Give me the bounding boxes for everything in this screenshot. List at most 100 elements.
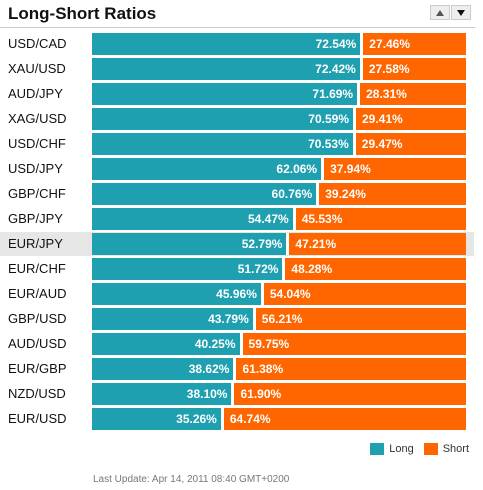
long-segment: 40.25%	[92, 333, 243, 355]
ratio-row[interactable]: EUR/USD 35.26% 64.74%	[0, 407, 474, 431]
legend-label-long: Long	[389, 443, 414, 455]
short-percent: 29.47%	[361, 137, 403, 151]
ratio-bar: 52.79% 47.21%	[92, 233, 466, 255]
short-percent: 47.21%	[295, 237, 337, 251]
long-percent: 71.69%	[312, 87, 354, 101]
long-percent: 60.76%	[271, 187, 313, 201]
short-percent: 56.21%	[261, 312, 303, 326]
long-segment: 51.72%	[92, 258, 286, 280]
ratio-row[interactable]: EUR/JPY 52.79% 47.21%	[0, 232, 474, 256]
short-percent: 61.90%	[240, 387, 282, 401]
short-segment: 64.74%	[223, 408, 466, 430]
long-segment: 45.96%	[92, 283, 264, 305]
ratio-bar: 62.06% 37.94%	[92, 158, 466, 180]
short-percent: 27.58%	[368, 62, 410, 76]
currency-pair-label: EUR/CHF	[8, 261, 66, 276]
short-percent: 29.41%	[362, 112, 403, 126]
short-segment: 39.24%	[319, 183, 466, 205]
long-segment: 38.62%	[92, 358, 237, 380]
currency-pair-label: GBP/JPY	[8, 211, 63, 226]
short-percent: 48.28%	[291, 262, 333, 276]
legend-swatch-long	[370, 443, 385, 455]
ratio-row[interactable]: USD/CAD 72.54% 27.46%	[0, 32, 474, 56]
long-segment: 35.26%	[92, 408, 224, 430]
ratio-row[interactable]: EUR/CHF 51.72% 48.28%	[0, 257, 474, 281]
short-segment: 37.94%	[324, 158, 466, 180]
ratio-row[interactable]: XAU/USD 72.42% 27.58%	[0, 57, 474, 81]
ratio-row[interactable]: GBP/CHF 60.76% 39.24%	[0, 182, 474, 206]
long-segment: 71.69%	[92, 83, 361, 105]
long-segment: 62.06%	[92, 158, 325, 180]
short-segment: 61.38%	[236, 358, 466, 380]
currency-pair-label: EUR/JPY	[8, 236, 63, 251]
ratio-list: USD/CAD 72.54% 27.46% XAU/USD 72.42% 27.58% AU…	[0, 32, 474, 432]
legend-item-long: Long	[370, 443, 414, 455]
ratio-bar: 40.25% 59.75%	[92, 333, 466, 355]
short-percent: 27.46%	[369, 37, 410, 51]
ratio-row[interactable]: AUD/JPY 71.69% 28.31%	[0, 82, 474, 106]
ratio-bar: 43.79% 56.21%	[92, 308, 466, 330]
legend-swatch-short	[423, 443, 438, 455]
short-segment: 59.75%	[242, 333, 466, 355]
ratio-bar: 70.59% 29.41%	[92, 108, 466, 130]
short-segment: 61.90%	[234, 383, 466, 405]
sort-controls	[430, 5, 471, 20]
legend-item-short: Short	[423, 443, 469, 455]
short-percent: 54.04%	[269, 287, 311, 301]
long-percent: 38.62%	[188, 362, 230, 376]
long-percent: 38.10%	[186, 387, 228, 401]
ratio-row[interactable]: AUD/USD 40.25% 59.75%	[0, 332, 474, 356]
ratio-row[interactable]: GBP/JPY 54.47% 45.53%	[0, 207, 474, 231]
short-segment: 29.41%	[356, 108, 466, 130]
short-segment: 27.46%	[363, 33, 466, 55]
ratio-bar: 72.42% 27.58%	[92, 58, 466, 80]
long-segment: 60.76%	[92, 183, 320, 205]
ratio-bar: 35.26% 64.74%	[92, 408, 466, 430]
triangle-up-icon	[436, 9, 444, 16]
short-percent: 45.53%	[301, 212, 343, 226]
long-percent: 51.72%	[237, 262, 279, 276]
currency-pair-label: GBP/CHF	[8, 186, 66, 201]
ratio-row[interactable]: EUR/AUD 45.96% 54.04%	[0, 282, 474, 306]
currency-pair-label: GBP/USD	[8, 311, 67, 326]
ratio-bar: 72.54% 27.46%	[92, 33, 466, 55]
triangle-down-icon	[457, 9, 465, 16]
sort-down-button[interactable]	[451, 5, 471, 20]
long-percent: 70.53%	[308, 137, 349, 151]
ratio-bar: 60.76% 39.24%	[92, 183, 466, 205]
currency-pair-label: USD/CAD	[8, 36, 67, 51]
long-segment: 52.79%	[92, 233, 290, 255]
long-percent: 43.79%	[208, 312, 249, 326]
ratio-row[interactable]: XAG/USD 70.59% 29.41%	[0, 107, 474, 131]
ratio-bar: 71.69% 28.31%	[92, 83, 466, 105]
ratio-bar: 38.62% 61.38%	[92, 358, 466, 380]
short-segment: 28.31%	[360, 83, 466, 105]
long-segment: 70.53%	[92, 133, 356, 155]
last-update: Last Update: Apr 14, 2011 08:40 GMT+0200	[93, 474, 290, 485]
long-percent: 40.25%	[194, 337, 236, 351]
short-percent: 64.74%	[229, 412, 271, 426]
short-percent: 61.38%	[242, 362, 284, 376]
ratio-bar: 54.47% 45.53%	[92, 208, 466, 230]
sort-up-button[interactable]	[430, 5, 450, 20]
ratio-row[interactable]: EUR/GBP 38.62% 61.38%	[0, 357, 474, 381]
currency-pair-label: EUR/GBP	[8, 361, 67, 376]
legend: Long Short	[370, 443, 469, 455]
long-percent: 70.59%	[308, 112, 349, 126]
currency-pair-label: AUD/JPY	[8, 86, 63, 101]
currency-pair-label: USD/JPY	[8, 161, 63, 176]
ratio-bar: 38.10% 61.90%	[92, 383, 466, 405]
short-percent: 37.94%	[330, 162, 371, 176]
currency-pair-label: XAU/USD	[8, 61, 66, 76]
long-segment: 54.47%	[92, 208, 296, 230]
ratio-row[interactable]: GBP/USD 43.79% 56.21%	[0, 307, 474, 331]
currency-pair-label: NZD/USD	[8, 386, 66, 401]
ratio-bar: 51.72% 48.28%	[92, 258, 466, 280]
ratio-row[interactable]: NZD/USD 38.10% 61.90%	[0, 382, 474, 406]
currency-pair-label: AUD/USD	[8, 336, 67, 351]
ratio-row[interactable]: USD/CHF 70.53% 29.47%	[0, 132, 474, 156]
short-segment: 47.21%	[289, 233, 466, 255]
ratio-row[interactable]: USD/JPY 62.06% 37.94%	[0, 157, 474, 181]
short-percent: 28.31%	[366, 87, 407, 101]
short-segment: 45.53%	[295, 208, 466, 230]
